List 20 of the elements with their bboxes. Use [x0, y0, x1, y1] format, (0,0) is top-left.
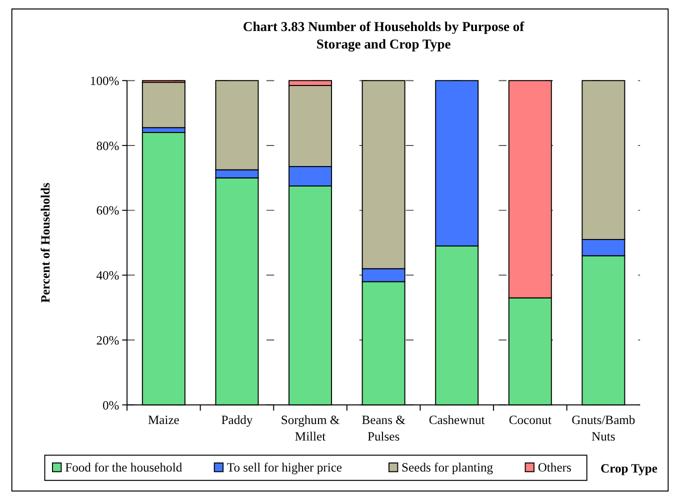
y-tick-label: 80%: [96, 138, 120, 153]
x-tick-label: Beans & Pulses: [362, 413, 406, 444]
x-tick-label: Cashewnut: [428, 413, 486, 428]
x-tick-label: Coconut: [508, 413, 552, 428]
legend-label: Others: [538, 460, 572, 475]
chart-title: Chart 3.83 Number of Households by Purpose of Storage and Crop Type: [242, 19, 525, 52]
x-tick-label: Paddy: [221, 413, 254, 428]
y-tick-label: 40%: [96, 268, 120, 283]
y-tick-label: 60%: [96, 204, 120, 218]
legend-label: To sell for higher price: [226, 460, 342, 475]
x-tick-label: Gnuts/Bamb Nuts: [572, 413, 636, 444]
x-tick-label: Maize: [148, 413, 180, 428]
y-tick-label: 0%: [102, 398, 120, 412]
legend-label: Seeds for planting: [402, 460, 494, 475]
x-axis-title: Crop Type: [600, 462, 658, 476]
x-tick-label: Sorghum & Millet: [280, 413, 340, 444]
y-tick-label: 100%: [90, 74, 120, 88]
y-axis-title: Percent of Households: [38, 182, 53, 303]
y-tick-label: 20%: [96, 333, 120, 348]
legend-label: Food for the household: [65, 460, 183, 475]
